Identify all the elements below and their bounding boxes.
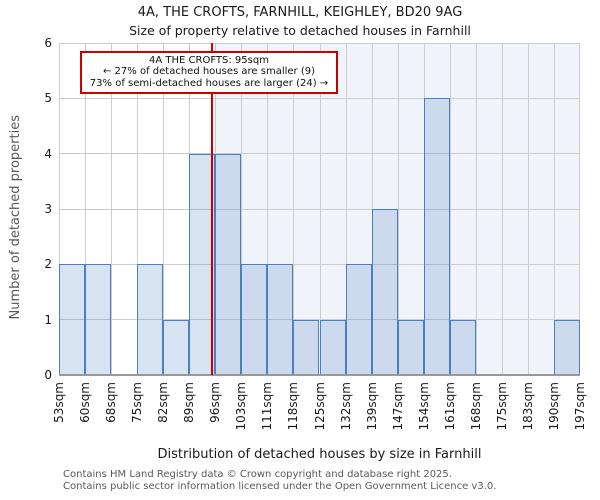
y-tick-label: 2 — [44, 257, 52, 272]
grid-line-h — [59, 263, 580, 265]
y-tick-label: 1 — [44, 312, 52, 327]
annotation-line-1: 4A THE CROFTS: 95sqm — [149, 55, 269, 66]
histogram-bar — [449, 319, 476, 375]
x-tick-label: 111sqm — [260, 382, 275, 431]
property-size-marker-line — [210, 43, 213, 375]
chart-subtitle: Size of property relative to detached ho… — [129, 23, 471, 38]
y-tick-label: 4 — [44, 146, 52, 161]
histogram-bar — [241, 264, 268, 375]
x-axis-label: Distribution of detached houses by size … — [157, 447, 482, 462]
y-tick-label: 3 — [44, 202, 52, 216]
grid-line-v — [450, 43, 451, 375]
grid-line-v — [137, 43, 138, 375]
x-tick-label: 154sqm — [416, 382, 431, 431]
x-tick-label: 82sqm — [156, 382, 171, 423]
grid-line-v — [241, 43, 242, 375]
x-tick-label: 139sqm — [364, 382, 379, 431]
x-tick-label: 190sqm — [546, 382, 561, 431]
histogram-bar — [553, 319, 580, 375]
x-tick-label: 175sqm — [494, 382, 509, 431]
grid-line-v — [554, 43, 555, 375]
y-tick-label: 6 — [44, 36, 52, 50]
histogram-bar — [319, 319, 346, 375]
footer-line-1: Contains HM Land Registry data © Crown c… — [63, 469, 452, 480]
histogram-bar — [163, 319, 190, 375]
x-tick-label: 125sqm — [312, 382, 327, 431]
x-tick-label: 161sqm — [442, 382, 457, 431]
grid-line-h — [59, 43, 580, 44]
grid-line-v — [59, 43, 60, 375]
license-footer: Contains HM Land Registry data © Crown c… — [63, 469, 496, 492]
y-tick-label: 0 — [44, 368, 52, 382]
x-tick-label: 197sqm — [573, 382, 587, 431]
x-tick-label: 183sqm — [520, 382, 535, 431]
grid-line-v — [579, 43, 580, 375]
grid-line-v — [398, 43, 399, 375]
grid-line-v — [476, 43, 477, 375]
x-tick-label: 118sqm — [286, 382, 301, 431]
histogram-bar — [371, 209, 398, 375]
plot-area: 4A THE CROFTS: 95sqm ← 27% of detached h… — [59, 43, 580, 376]
grid-line-v — [528, 43, 529, 375]
histogram-bar — [423, 98, 450, 375]
grid-line-v — [85, 43, 86, 375]
y-axis-label: Number of detached properties — [8, 115, 23, 320]
histogram-bar — [267, 264, 294, 375]
x-axis-line — [59, 374, 580, 376]
histogram-bar — [215, 153, 242, 375]
x-tick-label: 53sqm — [52, 382, 66, 423]
histogram-bar — [59, 264, 86, 375]
grid-line-v — [502, 43, 503, 375]
x-tick-label: 89sqm — [182, 382, 197, 423]
histogram-bar — [137, 264, 164, 375]
grid-line-v — [163, 43, 164, 375]
x-tick-label: 96sqm — [208, 382, 223, 423]
footer-line-2: Contains public sector information licen… — [63, 480, 497, 492]
grid-line-v — [111, 43, 112, 375]
annotation-box: 4A THE CROFTS: 95sqm ← 27% of detached h… — [80, 51, 338, 95]
annotation-line-3: 73% of semi-detached houses are larger (… — [89, 77, 329, 89]
histogram-bar — [85, 264, 112, 375]
x-tick-label: 60sqm — [78, 382, 93, 423]
histogram-bar — [293, 319, 320, 375]
grid-line-h — [59, 208, 580, 210]
annotation-line-2: ← 27% of detached houses are smaller (9) — [103, 66, 315, 78]
grid-line-v — [320, 43, 321, 375]
grid-line-h — [59, 153, 580, 155]
grid-line-h — [59, 97, 580, 99]
x-tick-label: 147sqm — [390, 382, 405, 431]
x-tick-label: 132sqm — [338, 382, 353, 431]
histogram-bar — [397, 319, 424, 375]
grid-line-v — [346, 43, 347, 375]
x-tick-label: 168sqm — [468, 382, 483, 431]
chart-title: 4A, THE CROFTS, FARNHILL, KEIGHLEY, BD20… — [137, 5, 463, 20]
x-tick-label: 103sqm — [234, 382, 249, 431]
x-tick-label: 75sqm — [130, 382, 145, 423]
histogram-bar — [345, 264, 372, 375]
grid-line-v — [293, 43, 294, 375]
y-tick-label: 5 — [44, 91, 52, 106]
x-tick-label: 68sqm — [104, 382, 119, 423]
grid-line-v — [267, 43, 268, 375]
